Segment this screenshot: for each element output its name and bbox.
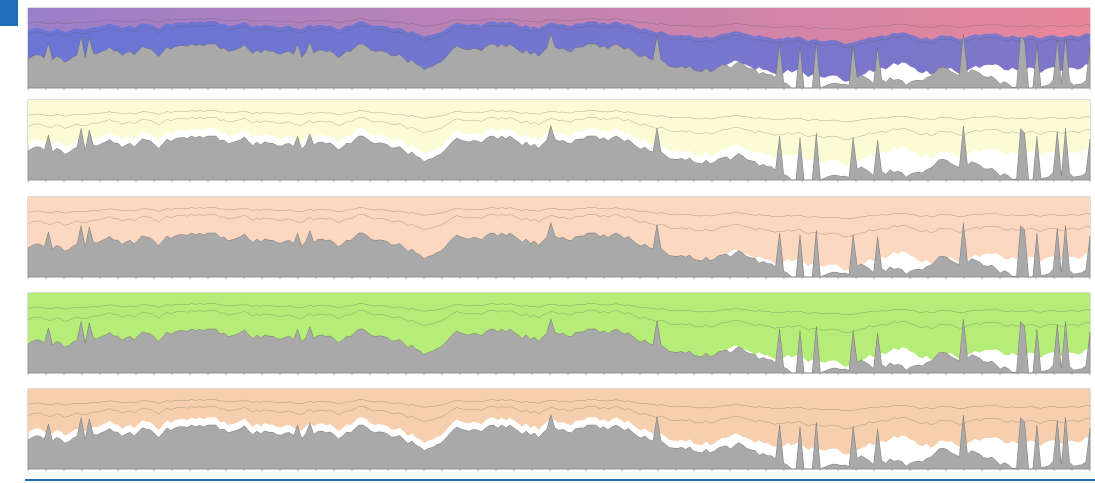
panel [28,197,1090,279]
panels [28,8,1090,471]
panel [28,293,1090,375]
section-figure [0,0,1095,483]
panel [28,100,1090,182]
panel [28,389,1090,471]
corner-tab [0,0,18,26]
panel [28,8,1090,90]
